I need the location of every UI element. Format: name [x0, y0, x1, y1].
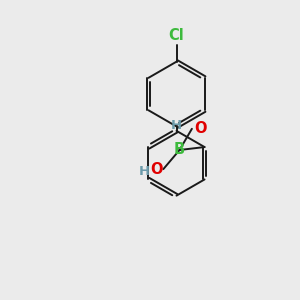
Text: Cl: Cl: [169, 28, 184, 43]
Text: H: H: [171, 119, 182, 132]
Text: O: O: [150, 162, 163, 177]
Text: O: O: [194, 121, 206, 136]
Text: H: H: [139, 165, 150, 178]
Text: B: B: [174, 142, 185, 158]
